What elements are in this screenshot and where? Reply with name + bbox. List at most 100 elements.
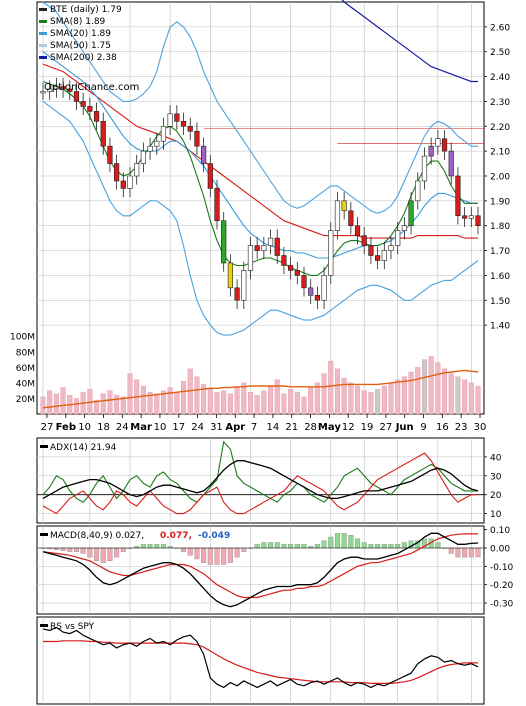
volume-bar [355,385,361,415]
candle-body [140,150,146,164]
volume-bar [247,392,253,415]
candle-body [73,91,80,102]
candle-body [234,287,240,301]
volume-bar [47,390,53,415]
macd-title: MACD(8,40,9) 0.027, [50,531,144,541]
volume-bar [154,393,160,415]
xaxis-label: 31 [210,422,223,433]
macd-histogram-bar [227,547,233,563]
macd-hist-value: -0.049 [198,531,230,541]
macd-histogram-bar [73,547,79,552]
macd-histogram-bar [87,547,93,558]
candle-body [368,245,374,256]
candle-body [314,294,320,301]
volume-bar [475,385,481,415]
volume-bar [388,382,394,415]
candle-body [214,188,220,222]
price-ytick-label: 2.50 [490,48,510,58]
macd-histogram-bar [475,547,481,558]
volume-bar [435,362,441,415]
volume-bar [174,392,180,415]
candle-body [294,270,300,276]
candle-body [254,245,260,251]
xaxis-label: May [318,422,341,433]
volume-bar [375,388,381,415]
candle-body [87,106,93,112]
volume-bar [114,395,120,415]
candle-body [441,138,448,152]
macd-histogram-bar [214,547,220,565]
macd-panel: 0.00 -0.10 -0.20 -0.30 0.10 MACD(8,40,9) 0.02… [36,525,514,615]
candle-body [267,237,274,246]
candle-body [134,163,140,177]
macd-histogram-bar [341,533,347,549]
macd-histogram-bar [154,544,160,549]
candle-body [100,121,106,147]
xaxis-label: 23 [455,422,468,433]
legend-label: SMA(20) 1.89 [50,29,111,39]
xaxis-label: 30 [474,422,487,433]
adx-ytick-label: 10 [490,510,502,520]
price-ytick-label: 1.50 [490,297,510,307]
volume-bar [348,382,354,415]
candle-body [221,220,227,264]
volume-bar [395,379,401,415]
volume-bar [140,385,146,415]
volume-bar [301,396,307,415]
volume-bar [194,376,200,415]
xaxis-label: 19 [361,422,374,433]
macd-histogram-bar [60,547,66,551]
macd-histogram-bar [321,540,327,549]
candle-body [207,163,213,189]
volume-bar [207,388,213,415]
volume-ytick-label: 60M [16,364,35,374]
volume-ytick-label: 20M [16,395,35,405]
candle-body [107,145,113,164]
rs-frame [36,616,485,705]
volume-bar [408,371,414,415]
macd-histogram-bar [241,547,247,552]
candle-body [201,145,207,164]
volume-bar [321,373,327,415]
macd-ytick-label: -0.30 [490,600,514,610]
volume-panel: 20M 40M 60M 80M 100M [10,333,481,415]
volume-bar [100,393,106,415]
xaxis-label: 24 [116,422,129,433]
candle-body [53,86,59,90]
xaxis-label: Feb [56,422,76,433]
volume-bar [361,390,367,415]
candle-body [274,237,280,256]
price-ytick-label: 2.10 [490,148,510,158]
candle-body [388,245,394,251]
volume-bar [147,392,153,415]
legend-label: SMA(50) 1.75 [50,41,111,51]
volume-bar [421,359,427,415]
macd-histogram-bar [120,547,126,552]
candle-body [468,215,474,219]
candle-body [341,200,347,212]
macd-histogram-bar [140,544,146,549]
rs-line [42,626,479,689]
volume-bar [294,392,300,415]
candle-body [475,215,481,226]
macd-histogram-bar [207,547,213,565]
volume-bar [60,387,66,415]
macd-histogram-bar [468,547,474,558]
xaxis-label: 16 [436,422,449,433]
macd-histogram-bar [314,544,320,549]
macd-histogram-bar [375,544,381,549]
candle-body [60,86,66,90]
volume-bar [442,368,448,415]
legend-label: SMA(8) 1.89 [50,17,106,27]
volume-bar [448,373,454,415]
macd-swatch [40,533,48,536]
macd-histogram-bar [328,536,334,549]
candle-body [354,225,361,236]
candle-body [421,155,428,182]
xaxis-label: 7 [251,422,257,433]
adx-ytick-label: 20 [490,491,502,501]
candle-body [455,175,461,217]
macd-histogram-bar [368,544,374,549]
candle-body [328,230,334,276]
candle-body [147,145,153,152]
